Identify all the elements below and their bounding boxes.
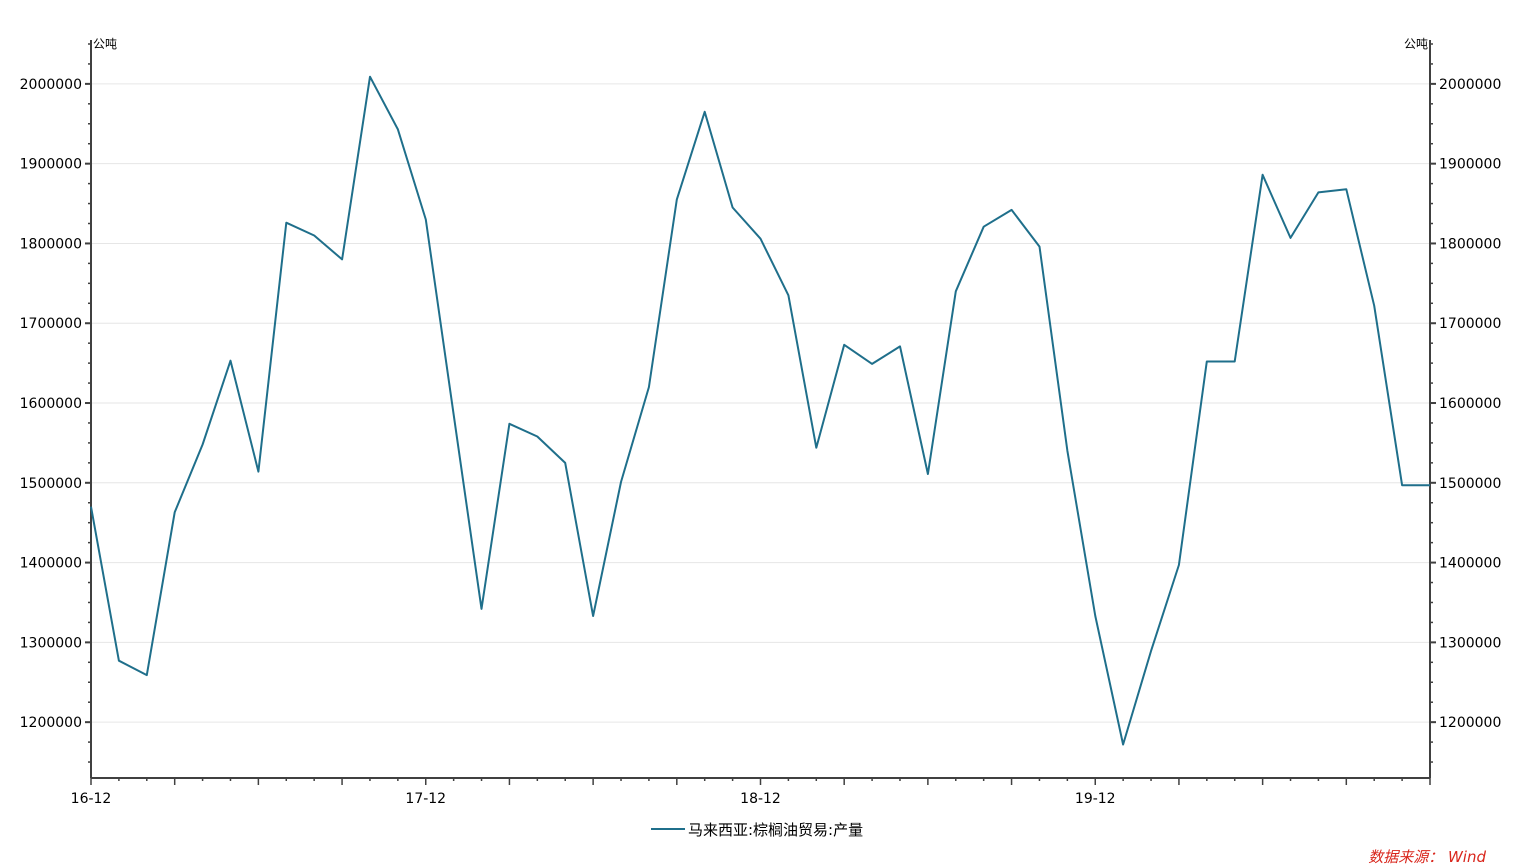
right-tick-label: 1200000 — [1439, 715, 1501, 731]
right-tick-label: 1300000 — [1439, 635, 1501, 651]
right-tick-label: 1500000 — [1439, 476, 1501, 492]
grid-lines — [91, 83, 1430, 723]
left-tick-label: 2000000 — [20, 77, 82, 93]
right-tick-label: 1900000 — [1439, 157, 1501, 173]
right-tick-label: 2000000 — [1439, 77, 1501, 93]
x-tick-label: 16-12 — [71, 791, 112, 807]
left-tick-label: 1700000 — [20, 316, 82, 332]
right-tick-label: 1600000 — [1439, 396, 1501, 412]
left-tick-label: 1200000 — [20, 715, 82, 731]
right-tick-label: 1400000 — [1439, 556, 1501, 572]
series-line-production — [90, 75, 1430, 746]
x-tick-label: 18-12 — [740, 791, 781, 807]
right-tick-label: 1700000 — [1439, 316, 1501, 332]
right-axis-ticks: 1200000 1300000 1400000 1500000 1600000 17000… — [1430, 43, 1501, 763]
legend-label: 马来西亚:棕榈油贸易:产量 — [688, 821, 863, 839]
right-tick-label: 1800000 — [1439, 236, 1501, 252]
left-unit-label: 公吨 — [93, 37, 117, 51]
x-tick-label: 19-12 — [1075, 791, 1116, 807]
left-tick-label: 1500000 — [20, 476, 82, 492]
left-tick-label: 1600000 — [20, 396, 82, 412]
legend: 马来西亚:棕榈油贸易:产量 — [651, 821, 863, 839]
series-layer — [90, 75, 1430, 746]
left-tick-label: 1900000 — [20, 157, 82, 173]
right-unit-label: 公吨 — [1404, 37, 1428, 51]
left-tick-label: 1400000 — [20, 556, 82, 572]
left-axis-ticks: 1200000 1300000 1400000 1500000 1600000 17000… — [20, 43, 91, 763]
x-tick-label: 17-12 — [405, 791, 446, 807]
left-tick-label: 1800000 — [20, 236, 82, 252]
left-tick-label: 1300000 — [20, 635, 82, 651]
axes — [90, 40, 1431, 779]
x-axis-ticks: 16-12 17-12 18-12 19-12 — [71, 778, 1431, 807]
data-source-label: 数据来源： Wind — [1368, 848, 1486, 866]
